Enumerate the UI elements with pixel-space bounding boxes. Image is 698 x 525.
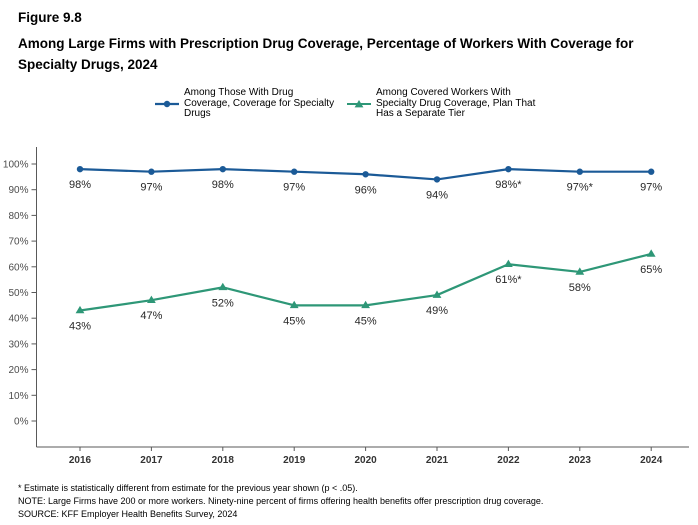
data-point-label: 98% [212, 179, 234, 191]
data-point-label: 52% [212, 297, 234, 309]
data-point-marker [76, 165, 84, 173]
y-tick-label: 0% [14, 417, 29, 428]
data-point-marker [147, 295, 156, 304]
data-point-label: 97%* [567, 182, 594, 194]
data-point-marker [361, 300, 370, 309]
data-point-label: 45% [355, 315, 377, 327]
data-point-label: 65% [640, 264, 662, 276]
y-tick-label: 50% [8, 288, 28, 299]
data-point-marker [505, 165, 512, 173]
data-point-marker [362, 171, 369, 178]
legend-label-separate-tier: Among Covered Workers With Specialty Dru… [376, 87, 536, 119]
data-point-label: 98%* [495, 179, 522, 191]
data-point-marker [432, 290, 442, 298]
y-tick-label: 100% [3, 160, 29, 171]
data-point-marker [648, 168, 655, 175]
data-point-label: 97% [640, 182, 662, 194]
legend-item-drug-coverage: Among Those With Drug Coverage, Coverage… [154, 87, 336, 120]
x-tick-label: 2017 [140, 455, 163, 466]
x-tick-label: 2019 [283, 455, 306, 466]
x-tick-label: 2016 [69, 455, 92, 466]
data-point-marker [291, 168, 298, 175]
footnotes: * Estimate is statistically different fr… [18, 482, 543, 522]
x-tick-label: 2022 [497, 455, 520, 466]
data-point-marker [148, 168, 155, 175]
y-tick-label: 30% [8, 339, 28, 350]
x-tick-label: 2024 [640, 455, 663, 466]
data-point-marker [646, 249, 656, 257]
y-tick-label: 80% [8, 211, 28, 222]
footnote-significance: * Estimate is statistically different fr… [18, 483, 358, 493]
legend-item-separate-tier: Among Covered Workers With Specialty Dru… [346, 87, 544, 120]
data-point-marker [289, 300, 299, 309]
footnote-note: NOTE: Large Firms have 200 or more worke… [18, 496, 544, 507]
y-tick-label: 10% [8, 391, 28, 402]
data-point-label: 49% [426, 305, 448, 317]
data-point-marker [75, 305, 85, 314]
line-chart: 0% 10% 20% 30% 40% 50% 60% 70% 80% 90% 100% 2016 201… [3, 147, 689, 466]
data-point-label: 96% [355, 184, 377, 196]
chart-legend: Among Those With Drug Coverage, Coverage… [0, 87, 698, 120]
data-point-label: 58% [569, 282, 591, 294]
x-tick-label: 2018 [212, 455, 235, 466]
data-point-marker [504, 259, 513, 268]
x-tick-label: 2021 [426, 455, 449, 466]
data-point-label: 97% [283, 182, 305, 194]
x-tick-label: 2020 [354, 455, 377, 466]
data-point-marker [575, 267, 585, 275]
data-point-label: 61%* [495, 274, 522, 286]
line-triangle-marker-icon [347, 99, 371, 108]
y-tick-label: 20% [8, 365, 28, 376]
data-point-label: 45% [283, 315, 305, 327]
data-point-marker [218, 282, 228, 291]
data-point-label: 94% [426, 189, 448, 201]
y-tick-label: 40% [8, 314, 28, 325]
legend-label-drug-coverage: Among Those With Drug Coverage, Coverage… [184, 87, 335, 119]
data-point-label: 43% [69, 320, 91, 332]
data-point-label: 47% [140, 310, 162, 322]
data-point-marker [576, 168, 583, 175]
footnote-source: SOURCE: KFF Employer Health Benefits Sur… [18, 509, 238, 520]
y-tick-label: 90% [8, 185, 28, 196]
figure-label: Figure 9.8 [18, 10, 82, 25]
data-point-marker [433, 176, 441, 183]
data-point-label: 98% [69, 179, 91, 191]
figure-title: Among Large Firms with Prescription Drug… [18, 36, 634, 72]
x-tick-label: 2023 [569, 455, 592, 466]
data-point-marker [219, 165, 226, 173]
y-tick-label: 60% [8, 262, 28, 273]
y-tick-label: 70% [8, 237, 28, 248]
line-circle-marker-icon [155, 100, 179, 107]
data-point-label: 97% [140, 182, 162, 194]
